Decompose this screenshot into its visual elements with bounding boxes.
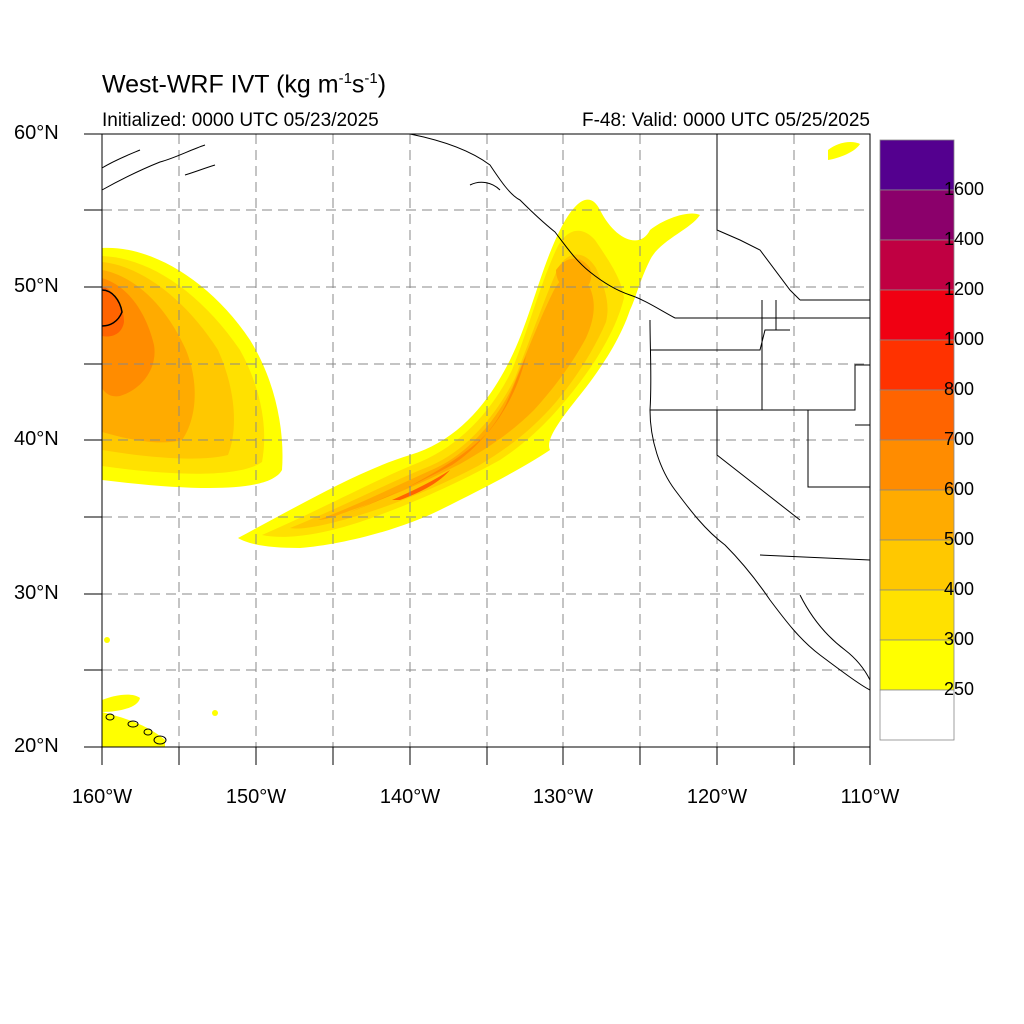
lon-label-160w: 160°W	[71, 786, 133, 808]
lat-label-30n: 30°N	[14, 582, 59, 604]
plot-frame	[84, 133, 871, 765]
lon-label-120w: 120°W	[686, 786, 748, 808]
lon-label-140w: 140°W	[379, 786, 441, 808]
colorbar-label: 250	[944, 679, 975, 699]
lon-label-150w: 150°W	[225, 786, 287, 808]
colorbar-label: 800	[944, 379, 975, 399]
colorbar-label: 700	[944, 429, 975, 449]
colorbar-label: 300	[944, 629, 975, 649]
lon-label-110w: 110°W	[840, 786, 900, 808]
ivt-field	[102, 142, 860, 747]
ivt-shade-500	[318, 274, 594, 520]
colorbar-box	[879, 339, 955, 391]
ivt-shade-500	[556, 258, 592, 292]
colorbar-box	[879, 189, 955, 241]
colorbar-box	[879, 389, 955, 441]
colorbar-label: 400	[944, 579, 975, 599]
lat-lon-grid	[102, 134, 870, 747]
lat-label-60n: 60°N	[14, 122, 59, 144]
colorbar-label: 600	[944, 479, 975, 499]
ivt-shade-700	[102, 286, 124, 337]
colorbar-label: 1600	[944, 179, 985, 199]
lat-label-20n: 20°N	[14, 735, 59, 757]
lat-label-50n: 50°N	[14, 275, 59, 297]
ivt-shade-250	[102, 712, 165, 747]
map-title: West-WRF IVT (kg m-1s-1)	[102, 70, 387, 99]
ivt-shade-250	[104, 637, 110, 643]
colorbar-box	[879, 439, 955, 491]
ivt-shade-250	[212, 710, 218, 716]
colorbar-label: 1400	[944, 229, 985, 249]
lon-label-130w: 130°W	[532, 786, 594, 808]
colorbar-box	[879, 689, 955, 741]
ivt-shade-250	[828, 142, 860, 160]
coastlines	[101, 133, 871, 691]
colorbar-box	[879, 539, 955, 591]
colorbar-box	[879, 489, 955, 541]
init-time-label: Initialized: 0000 UTC 05/23/2025	[102, 110, 379, 131]
colorbar-box	[879, 239, 955, 291]
hawaii-islands	[105, 713, 167, 745]
valid-time-label: F-48: Valid: 0000 UTC 05/25/2025	[582, 110, 870, 131]
colorbar-box	[879, 639, 955, 691]
colorbar-box	[879, 589, 955, 641]
ivt-shade-250	[238, 199, 700, 548]
colorbar-label: 500	[944, 529, 975, 549]
ivt-shade-250	[102, 694, 140, 712]
colorbar-box	[879, 139, 955, 191]
ivt-contour-1000	[102, 289, 123, 327]
colorbar-box	[879, 289, 955, 341]
colorbar-label: 1200	[944, 279, 985, 299]
colorbar-label: 1000	[944, 329, 985, 349]
lat-label-40n: 40°N	[14, 428, 59, 450]
colorbar	[879, 139, 955, 741]
